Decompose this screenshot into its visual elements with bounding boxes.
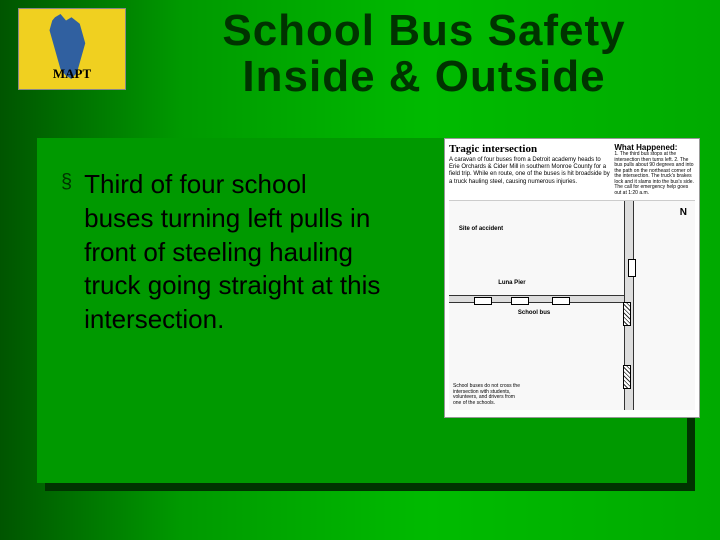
- truck-icon: [623, 365, 631, 389]
- diagram-title: Tragic intersection: [449, 143, 610, 155]
- truck-icon-2: [623, 302, 631, 326]
- label-luna-pier: Luna Pier: [498, 280, 525, 286]
- map-area: N Luna Pier Site of accident School bus …: [449, 200, 695, 410]
- title-line-1: School Bus Safety: [148, 8, 700, 54]
- title-line-2: Inside & Outside: [148, 54, 700, 100]
- bullet-item: § Third of four school buses turning lef…: [61, 168, 381, 337]
- diagram-caption: A caravan of four buses from a Detroit a…: [449, 157, 610, 186]
- label-school-bus: School bus: [518, 310, 550, 316]
- slide-title: School Bus Safety Inside & Outside: [148, 8, 700, 100]
- bullet-marker: §: [61, 168, 72, 196]
- logo-label: MAPT: [42, 66, 102, 82]
- mapt-logo: MAPT: [18, 8, 126, 90]
- what-happened-text: 1. The third bus stops at the intersecti…: [614, 152, 695, 196]
- bus-icon-1: [474, 297, 492, 305]
- intersection-diagram: Tragic intersection A caravan of four bu…: [444, 138, 700, 418]
- north-indicator: N: [680, 207, 687, 218]
- bus-icon-3: [552, 297, 570, 305]
- bus-icon-4: [628, 259, 636, 277]
- label-accident-site: Site of accident: [459, 226, 503, 232]
- map-note: School buses do not cross the intersecti…: [453, 384, 523, 406]
- bullet-text: Third of four school buses turning left …: [84, 168, 381, 337]
- bus-icon-2: [511, 297, 529, 305]
